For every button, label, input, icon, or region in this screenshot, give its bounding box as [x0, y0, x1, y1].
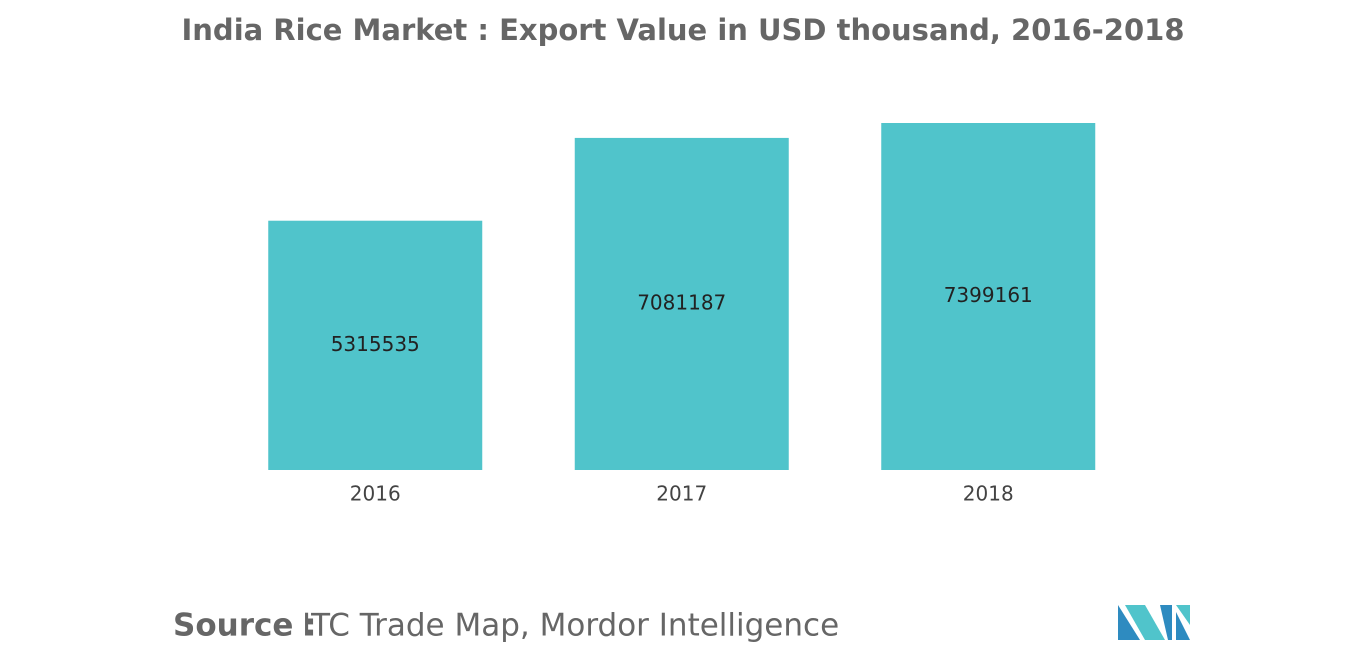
x-tick-label: 2018 — [963, 482, 1014, 506]
chart-title: India Rice Market : Export Value in USD … — [182, 13, 1185, 47]
source-label: Source : — [173, 608, 317, 644]
value-label: 7081187 — [637, 290, 726, 314]
value-label: 7399161 — [944, 283, 1033, 307]
logo-part — [1160, 605, 1172, 640]
bar — [881, 123, 1096, 470]
bar — [574, 137, 789, 470]
bar — [268, 220, 483, 470]
logo-part — [1176, 612, 1190, 640]
logo-part — [1125, 605, 1165, 640]
value-label: 5315535 — [331, 332, 420, 356]
logo-part — [1118, 605, 1140, 640]
x-tick-label: 2017 — [656, 482, 707, 506]
logo-part — [1176, 605, 1190, 625]
logo — [1118, 605, 1190, 640]
x-tick-label: 2016 — [350, 482, 401, 506]
source-text: ITC Trade Map, Mordor Intelligence — [302, 608, 839, 644]
